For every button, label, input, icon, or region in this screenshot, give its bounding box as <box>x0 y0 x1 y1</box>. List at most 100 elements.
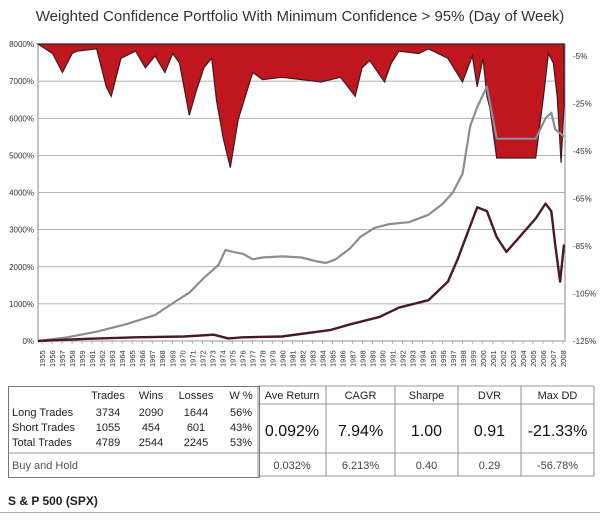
x-tick-label: 1991 <box>389 350 398 367</box>
x-tick-label: 1983 <box>309 350 318 367</box>
x-tick-label: 1996 <box>439 350 448 367</box>
x-tick-label: 1956 <box>48 350 57 367</box>
x-tick-label: 1957 <box>58 350 67 367</box>
row-wins: 2090 <box>139 407 163 419</box>
x-tick-label: 1985 <box>329 350 338 367</box>
x-tick-label: 1990 <box>379 350 388 367</box>
row-losses: 601 <box>187 422 205 434</box>
row-losses: 2245 <box>184 437 208 449</box>
x-tick-label: 1970 <box>178 350 187 367</box>
left-tick-label: 3000% <box>9 226 34 235</box>
buyhold-metric: 6.213% <box>342 460 380 472</box>
left-tick-label: 4000% <box>9 189 34 198</box>
row-wins: 454 <box>142 422 160 434</box>
x-tick-label: 1967 <box>148 350 157 367</box>
x-tick-label: 2002 <box>499 350 508 367</box>
metric-header: Ave Return <box>265 390 320 402</box>
chart-title: Weighted Confidence Portfolio With Minim… <box>35 8 565 25</box>
right-tick-label: -125% <box>573 337 596 346</box>
row-trades: 4789 <box>96 437 120 449</box>
strategy-metric: 1.00 <box>411 423 442 440</box>
x-tick-label: 2008 <box>559 350 568 367</box>
x-tick-label: 1962 <box>98 350 107 367</box>
x-tick-label: 1997 <box>449 350 458 367</box>
x-tick-label: 1988 <box>359 350 368 367</box>
metric-header: Sharpe <box>409 390 444 402</box>
x-tick-label: 1959 <box>78 350 87 367</box>
x-tick-label: 2005 <box>529 350 538 367</box>
x-tick-label: 1964 <box>118 350 127 367</box>
right-tick-label: -85% <box>573 242 592 251</box>
right-tick-label: -65% <box>573 194 592 203</box>
buyhold-label: Buy and Hold <box>12 460 78 472</box>
strategy-metric: -21.33% <box>528 423 588 440</box>
x-tick-label: 1974 <box>218 350 227 367</box>
x-tick-label: 1966 <box>138 350 147 367</box>
left-tick-label: 2000% <box>9 263 34 272</box>
x-tick-label: 1982 <box>299 350 308 367</box>
strategy-metric: 0.91 <box>474 423 505 440</box>
x-tick-label: 2006 <box>539 350 548 367</box>
x-tick-label: 1977 <box>248 350 257 367</box>
row-wpct: 53% <box>230 437 252 449</box>
left-tick-label: 8000% <box>9 40 34 49</box>
footer-divider <box>0 512 600 513</box>
row-trades: 3734 <box>96 407 120 419</box>
right-tick-label: -25% <box>573 99 592 108</box>
x-tick-label: 2003 <box>509 350 518 367</box>
trades-box <box>8 386 260 478</box>
strategy-metric: 0.092% <box>265 423 319 440</box>
row-label: Long Trades <box>12 407 74 419</box>
x-tick-label: 1961 <box>88 350 97 367</box>
x-tick-label: 1978 <box>258 350 267 367</box>
row-wpct: 43% <box>230 422 252 434</box>
left-tick-label: 1000% <box>9 300 34 309</box>
row-trades: 1055 <box>96 422 120 434</box>
x-tick-label: 1972 <box>198 350 207 367</box>
x-tick-label: 1989 <box>369 350 378 367</box>
left-tick-label: 0% <box>22 337 34 346</box>
left-tick-label: 7000% <box>9 77 34 86</box>
left-tick-label: 5000% <box>9 151 34 160</box>
row-wins: 2544 <box>139 437 163 449</box>
x-tick-label: 1987 <box>349 350 358 367</box>
stats-header: Wins <box>139 390 164 402</box>
buyhold-metric: 0.032% <box>273 460 311 472</box>
x-tick-label: 1958 <box>68 350 77 367</box>
buyhold-metric: 0.40 <box>416 460 437 472</box>
x-tick-label: 2001 <box>489 350 498 367</box>
x-tick-label: 1963 <box>108 350 117 367</box>
row-wpct: 56% <box>230 407 252 419</box>
buyhold-metric: 0.29 <box>479 460 500 472</box>
metric-header: CAGR <box>345 390 377 402</box>
strategy-metric: 7.94% <box>338 423 383 440</box>
x-tick-label: 1971 <box>188 350 197 367</box>
x-tick-label: 1979 <box>268 350 277 367</box>
metric-header: DVR <box>478 390 501 402</box>
x-tick-label: 1980 <box>278 350 287 367</box>
x-tick-label: 1975 <box>228 350 237 367</box>
instrument-label: S & P 500 (SPX) <box>8 494 98 508</box>
right-tick-label: -45% <box>573 147 592 156</box>
x-tick-label: 2004 <box>519 350 528 367</box>
x-tick-label: 1999 <box>469 350 478 367</box>
x-tick-label: 1968 <box>158 350 167 367</box>
x-tick-label: 2007 <box>549 350 558 367</box>
x-tick-label: 1976 <box>238 350 247 367</box>
drawdown-area <box>35 43 565 168</box>
x-tick-label: 1984 <box>319 350 328 367</box>
stats-header: W % <box>229 390 252 402</box>
x-tick-label: 1981 <box>288 350 297 367</box>
x-tick-label: 1993 <box>409 350 418 367</box>
x-tick-label: 1965 <box>128 350 137 367</box>
stats-header: Trades <box>91 390 125 402</box>
buyhold-metric: -56.78% <box>537 460 578 472</box>
stats-header: Losses <box>179 390 214 402</box>
x-tick-label: 2000 <box>479 350 488 367</box>
x-tick-label: 1995 <box>429 350 438 367</box>
x-tick-label: 1994 <box>419 350 428 367</box>
row-label: Total Trades <box>12 437 72 449</box>
metric-header: Max DD <box>538 390 578 402</box>
row-label: Short Trades <box>12 422 75 434</box>
x-tick-label: 1955 <box>38 350 47 367</box>
